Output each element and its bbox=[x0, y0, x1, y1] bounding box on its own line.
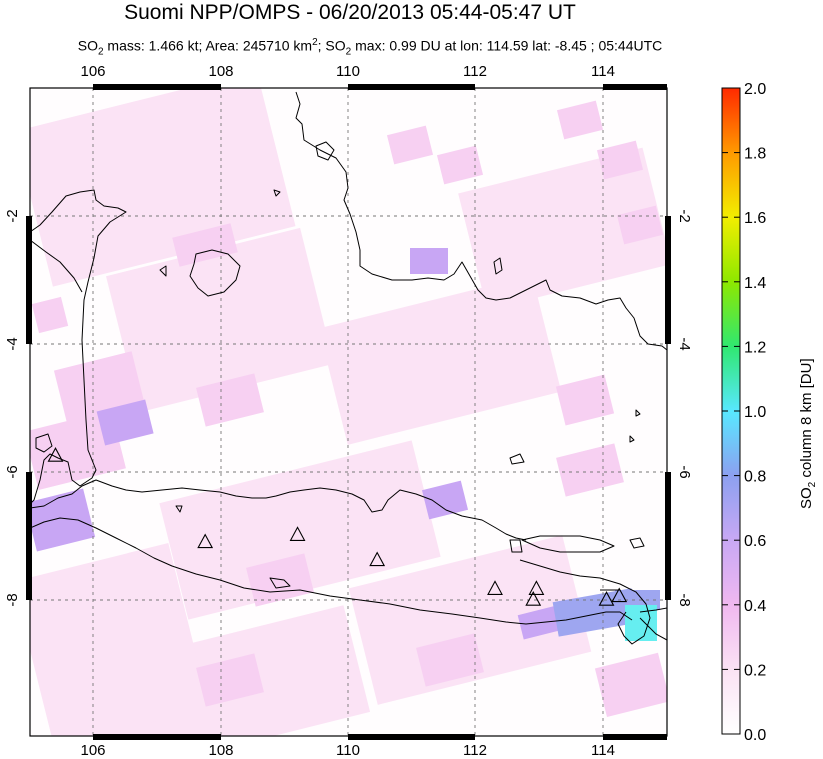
colorbar-tick-label: 1.8 bbox=[744, 146, 766, 163]
coastlines bbox=[30, 91, 667, 645]
colorbar-label: column 8 km [DU] bbox=[798, 358, 815, 478]
colorbar-tick-label: 1.6 bbox=[744, 210, 766, 227]
colorbar-tick-label: 0.8 bbox=[744, 469, 766, 486]
volcano-markers bbox=[47, 447, 628, 606]
lon-tick-label: 110 bbox=[336, 742, 360, 759]
graticule bbox=[30, 88, 667, 736]
volcano-icon bbox=[525, 591, 542, 606]
lat-labels-right: -2 -4 -6 -8 bbox=[676, 209, 693, 606]
lat-tick-label: -8 bbox=[4, 593, 21, 606]
lon-tick-label: 108 bbox=[208, 63, 233, 80]
colorbar-title: SO2 column 8 km [DU] bbox=[798, 358, 818, 509]
lat-tick-label: -6 bbox=[4, 465, 21, 478]
colorbar-tick-label: 1.2 bbox=[744, 339, 766, 356]
so2-max: max: 0.99 DU at lon: 114.59 lat: -8.45 ;… bbox=[355, 37, 663, 54]
colorbar-tick-label: 2.0 bbox=[744, 81, 766, 98]
lon-tick-label: 114 bbox=[591, 742, 615, 759]
lat-tick-label: -4 bbox=[676, 337, 693, 350]
lon-labels-top: 106 108 110 112 114 bbox=[80, 63, 614, 80]
lat-tick-label: -2 bbox=[676, 209, 693, 222]
volcano-icon bbox=[197, 533, 214, 549]
lon-tick-label: 112 bbox=[463, 63, 487, 80]
volcano-icon bbox=[289, 526, 306, 541]
so2-mass-area: mass: 1.466 kt; Area: 245710 km bbox=[107, 37, 313, 54]
colorbar-tick-label: 0.0 bbox=[744, 727, 766, 744]
volcano-icon bbox=[611, 587, 628, 603]
lon-tick-label: 114 bbox=[591, 63, 615, 80]
lon-tick-label: 106 bbox=[80, 63, 105, 80]
colorbar-ticks bbox=[722, 152, 740, 670]
lon-tick-label: 108 bbox=[208, 742, 233, 759]
lon-labels-bottom: 106 108 110 112 114 bbox=[80, 742, 614, 759]
lon-tick-label: 110 bbox=[336, 63, 360, 80]
volcano-icon bbox=[598, 591, 615, 606]
lat-tick-label: -2 bbox=[4, 209, 21, 222]
lat-labels-left: -2 -4 -6 -8 bbox=[4, 209, 21, 606]
frame-ticks bbox=[26, 84, 671, 740]
volcano-icon bbox=[487, 580, 503, 595]
colorbar-tick-label: 0.6 bbox=[744, 533, 766, 550]
stats-line: SO2 mass: 1.466 kt; Area: 245710 km2; SO… bbox=[77, 37, 663, 58]
map-title: Suomi NPP/OMPS - 06/20/2013 05:44-05:47 … bbox=[124, 1, 576, 24]
lat-tick-label: -4 bbox=[4, 337, 21, 350]
colorbar-labels: 2.0 1.8 1.6 1.4 1.2 1.0 0.8 0.6 0.4 0.2 … bbox=[744, 81, 766, 744]
lat-tick-label: -6 bbox=[676, 465, 693, 478]
volcano-icon bbox=[47, 447, 64, 462]
so2-field bbox=[30, 88, 667, 736]
volcano-icon bbox=[369, 551, 386, 567]
lon-tick-label: 106 bbox=[80, 742, 105, 759]
lon-tick-label: 112 bbox=[463, 742, 487, 759]
colorbar-tick-label: 1.0 bbox=[744, 404, 766, 421]
colorbar-tick-label: 1.4 bbox=[744, 275, 766, 292]
colorbar-tick-label: 0.4 bbox=[744, 598, 766, 615]
colorbar-tick-label: 0.2 bbox=[744, 662, 766, 679]
lat-tick-label: -8 bbox=[676, 593, 693, 606]
volcano-icon bbox=[528, 580, 545, 595]
